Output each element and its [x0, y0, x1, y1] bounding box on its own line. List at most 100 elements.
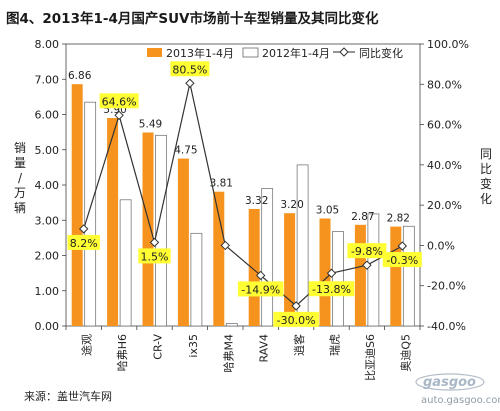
- yoy-label-highlight: [99, 93, 139, 109]
- source-note: 来源：盖世汽车网: [24, 389, 112, 403]
- bar-2013-value-label: 6.86: [68, 70, 92, 82]
- yoy-marker: [326, 268, 337, 278]
- bar-2013: [319, 218, 331, 326]
- y-tick-label: 7.00: [35, 73, 60, 86]
- x-category-label: 比亚迪S6: [364, 334, 377, 381]
- yoy-value-label: 8.2%: [70, 237, 98, 250]
- y2-tick-label: -40.0%: [427, 320, 466, 333]
- x-category-label: RAV4: [258, 334, 271, 363]
- bar-2012: [225, 323, 238, 327]
- bar-2013-value-label: 3.20: [280, 199, 303, 211]
- yoy-marker: [362, 260, 372, 270]
- x-category-label: 瑞虎: [328, 334, 342, 356]
- bar-2012: [261, 188, 274, 327]
- legend-marker-yoy: [339, 47, 349, 57]
- plot-area: 0.00 1.00 2.00 3.00 4.00 5.00 6.00 7.00 8.00 -40.…: [35, 38, 469, 381]
- yoy-value-label: -14.9%: [241, 283, 280, 296]
- y-tick-label: 1.00: [35, 285, 60, 298]
- x-category-label: 途观: [80, 334, 94, 356]
- yoy-value-label: -9.8%: [351, 245, 383, 258]
- bar-2013-value-label: 4.75: [174, 145, 197, 157]
- x-category-label: 哈弗M4: [221, 334, 235, 373]
- bar-2013: [354, 224, 366, 326]
- y2-tick-label: 0.0%: [427, 239, 455, 252]
- y-tick-label: 2.00: [35, 250, 60, 263]
- watermark-logo-text: gasgoo: [423, 375, 476, 390]
- yoy-marker: [397, 241, 408, 251]
- bar-2013-value-label: 5.49: [139, 118, 162, 130]
- yoy-label-highlight: [308, 281, 355, 297]
- yoy-value-label: 1.5%: [141, 250, 169, 263]
- yoy-value-label: 80.5%: [172, 63, 207, 76]
- bar-2013-value-label: 2.82: [387, 213, 410, 225]
- yoy-value-label: -30.0%: [277, 314, 316, 327]
- bar-2013: [142, 132, 154, 326]
- y-tick-label: 0.00: [35, 320, 60, 333]
- y2-tick-label: 80.0%: [427, 78, 462, 91]
- y-tick-label: 5.00: [35, 144, 60, 157]
- yoy-line: [83, 83, 403, 307]
- yoy-label-highlight: [382, 252, 422, 268]
- yoy-marker: [291, 301, 301, 311]
- y-tick-label: 6.00: [35, 109, 60, 122]
- x-category-label: 奥迪Q5: [398, 334, 412, 372]
- chart-title: 图4、2013年1-4月国产SUV市场前十车型销量及其同比变化: [6, 10, 379, 27]
- watermark-logo: gasgoo auto.gasgoo.com: [415, 373, 500, 406]
- bar-2013: [284, 213, 296, 326]
- x-category-label: 逍客: [292, 334, 306, 356]
- bar-2013: [177, 158, 189, 326]
- bar-2012: [332, 231, 344, 327]
- x-category-label: 哈弗H6: [115, 334, 129, 371]
- bar-2012: [190, 232, 203, 327]
- yoy-label-highlight: [138, 248, 171, 264]
- y2-axis-label: 同比变化: [480, 147, 492, 206]
- yoy-marker: [220, 240, 231, 251]
- legend: 2013年1-4月 2012年1-4月 同比变化: [147, 46, 403, 60]
- yoy-value-label: 64.6%: [102, 95, 137, 108]
- yoy-marker: [149, 237, 160, 248]
- y2-tick-label: 60.0%: [427, 119, 462, 132]
- legend-label-yoy: 同比变化: [359, 46, 403, 60]
- yoy-label-highlight: [237, 281, 284, 297]
- yoy-label-highlight: [67, 234, 100, 250]
- bar-2012: [296, 164, 309, 327]
- bar-2013-value-label: 2.87: [351, 211, 374, 223]
- bar-2012: [155, 134, 167, 327]
- bar-2012: [119, 199, 132, 327]
- y2-tick-label: 20.0%: [427, 199, 462, 212]
- yoy-label-highlight: [273, 311, 319, 327]
- bar-2013: [107, 118, 119, 327]
- yoy-label-highlight: [170, 61, 210, 77]
- yoy-value-label: -0.3%: [386, 254, 418, 267]
- bar-2013: [248, 208, 260, 326]
- bar-2013-value-label: 3.32: [245, 195, 268, 207]
- yoy-marker: [255, 270, 266, 281]
- y2-tick-label: 40.0%: [427, 159, 462, 172]
- yoy-marker: [78, 224, 89, 234]
- x-category-label: ix35: [187, 334, 200, 358]
- y2-tick-label: -20.0%: [427, 280, 466, 293]
- bar-2013-value-label: 3.05: [316, 204, 339, 216]
- y-axis-label: 销量/万辆: [14, 141, 26, 215]
- bar-2012: [84, 101, 97, 327]
- bar-2012: [367, 213, 380, 327]
- legend-swatch-2013: [147, 48, 162, 57]
- y-tick-label: 3.00: [35, 214, 60, 227]
- bar-2013-value-label: 3.81: [210, 178, 233, 190]
- yoy-label-highlight: [347, 243, 387, 259]
- legend-swatch-2012: [242, 47, 259, 58]
- watermark-url: auto.gasgoo.com: [421, 395, 500, 406]
- yoy-marker: [185, 78, 195, 88]
- yoy-marker: [114, 110, 124, 121]
- y-tick-label: 4.00: [35, 179, 60, 192]
- yoy-value-label: -13.8%: [312, 283, 351, 296]
- y-tick-label: 8.00: [35, 38, 60, 51]
- bar-2013: [390, 226, 402, 326]
- bar-2013: [71, 84, 83, 326]
- x-category-label: CR-V: [152, 334, 165, 360]
- legend-label-2013: 2013年1-4月: [166, 46, 234, 60]
- legend-label-2012: 2012年1-4月: [262, 46, 330, 60]
- bar-2012: [402, 225, 415, 327]
- bar-2013: [213, 191, 225, 326]
